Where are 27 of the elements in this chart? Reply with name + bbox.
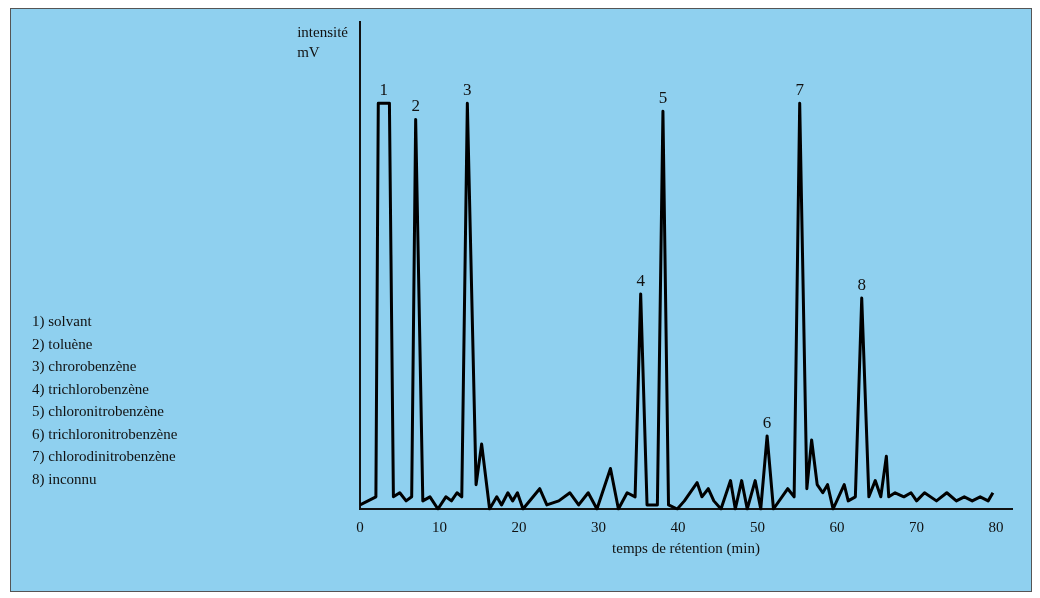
text: 5) chloronitrobenzène [32, 402, 166, 421]
text: 3) chrorobenzène [32, 357, 138, 376]
annotation: 3 [463, 80, 472, 100]
x-tick-label: 80 [988, 518, 1004, 535]
text: 8) inconnu [32, 469, 98, 489]
annotation: 2 [411, 96, 420, 116]
text: 2) toluène [32, 334, 94, 354]
x-tick-label: 30 [591, 518, 607, 535]
annotation: 5 [658, 88, 668, 108]
annotation: 8 [857, 274, 866, 294]
text: 1) solvant [32, 312, 93, 331]
x-tick-label: 60 [829, 518, 845, 535]
annotation: 1 [379, 80, 389, 100]
annotation: 7 [795, 80, 805, 100]
x-tick-label: 70 [909, 518, 925, 535]
x-tick-label: 50 [750, 518, 766, 535]
x-axis-title: temps de rétention (min) [612, 539, 760, 557]
annotation: 6 [762, 412, 772, 432]
text: 4) trichlorobenzène [32, 379, 151, 399]
x-tick-label: 20 [511, 518, 527, 535]
x-tick-label: 10 [432, 518, 448, 535]
x-tick-label: 40 [670, 518, 686, 535]
x-tick-label: 0 [356, 518, 364, 535]
text: 6) trichloronitrobenzène [32, 424, 178, 444]
y-axis-title: intensité mV [297, 24, 349, 61]
text: 7) chlorodinitrobenzène [32, 447, 177, 466]
annotation: 4 [636, 270, 646, 290]
